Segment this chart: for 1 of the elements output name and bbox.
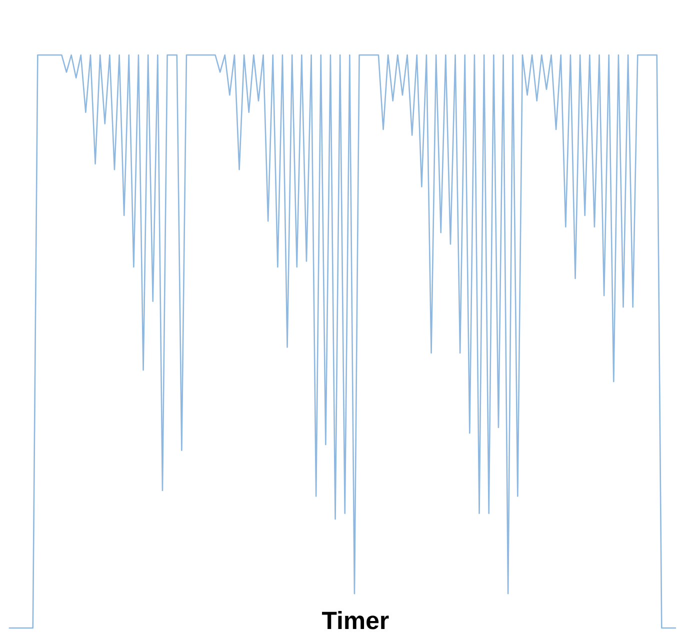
- x-axis-title: Timer: [322, 611, 389, 630]
